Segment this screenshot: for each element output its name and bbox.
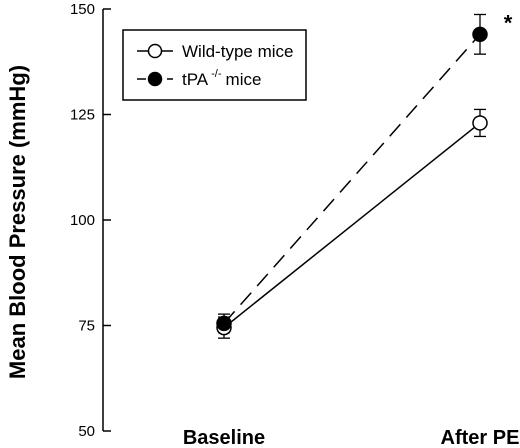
series-line-1 — [223, 33, 481, 324]
axes — [102, 8, 111, 432]
series-lines — [223, 33, 481, 329]
legend: Wild-type mice tPA -/- mice — [122, 29, 307, 101]
legend-label-tpa-superscript: -/- — [211, 68, 222, 80]
y-axis-title: Mean Blood Pressure (mmHg) — [5, 65, 30, 379]
legend-label-tpa-suffix: mice — [226, 70, 262, 89]
x-tick-label-1: After PE — [441, 427, 520, 448]
x-tick-label-0: Baseline — [183, 427, 265, 448]
y-tick-label-100: 100 — [70, 212, 95, 229]
axis-labels: 50 75 100 125 150 Baseline After PE * — [70, 1, 519, 448]
y-tick-label-50: 50 — [78, 423, 95, 440]
legend-label-tpa: tPA -/- mice — [182, 68, 261, 89]
series-line-0 — [223, 122, 481, 329]
legend-label-tpa-name: tPA — [182, 70, 209, 89]
data-point-1-0 — [216, 315, 232, 332]
data-points — [216, 26, 488, 336]
data-point-0-1 — [472, 115, 488, 131]
significance-marker-0: * — [504, 11, 513, 36]
data-point-1-1 — [472, 26, 488, 43]
legend-box — [122, 29, 307, 101]
y-tick-label-150: 150 — [70, 1, 95, 18]
legend-marker-open — [147, 43, 163, 59]
y-tick-label-75: 75 — [78, 318, 95, 335]
y-tick-label-125: 125 — [70, 107, 95, 124]
legend-marker-filled — [147, 71, 163, 87]
legend-label-wildtype: Wild-type mice — [182, 42, 293, 61]
